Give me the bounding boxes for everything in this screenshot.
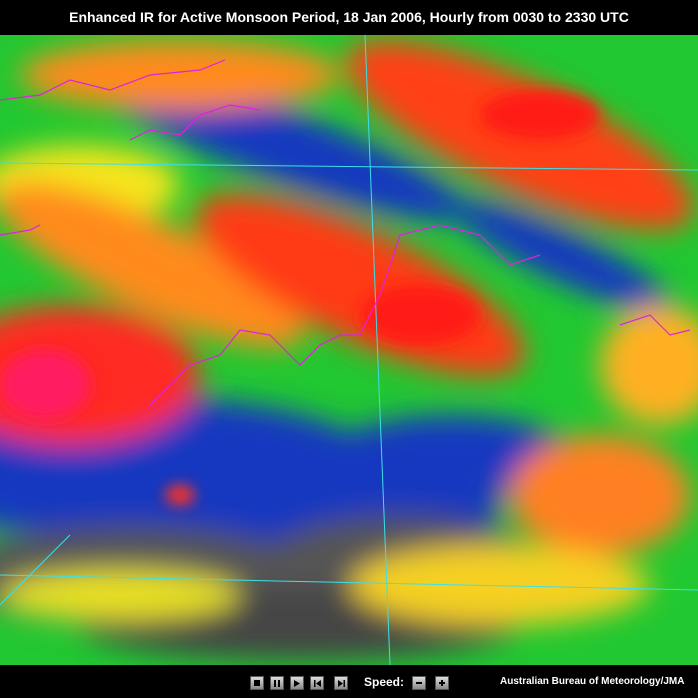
first-frame-button[interactable] xyxy=(310,676,324,690)
stop-button[interactable] xyxy=(250,676,264,690)
satellite-image xyxy=(0,35,698,665)
coastlines xyxy=(0,59,691,406)
grid-lines xyxy=(0,35,698,665)
credit: Australian Bureau of Meteorology/JMA xyxy=(500,676,685,687)
title: Enhanced IR for Active Monsoon Period, 1… xyxy=(69,9,629,25)
faster-button[interactable] xyxy=(435,676,449,690)
play-button[interactable] xyxy=(290,676,304,690)
speed-label: Speed: xyxy=(364,675,405,689)
pause-button[interactable] xyxy=(270,676,284,690)
last-frame-button[interactable] xyxy=(334,676,348,690)
control-bar: Speed: Australian Bureau of Meteorology/… xyxy=(0,665,698,698)
slower-button[interactable] xyxy=(412,676,426,690)
